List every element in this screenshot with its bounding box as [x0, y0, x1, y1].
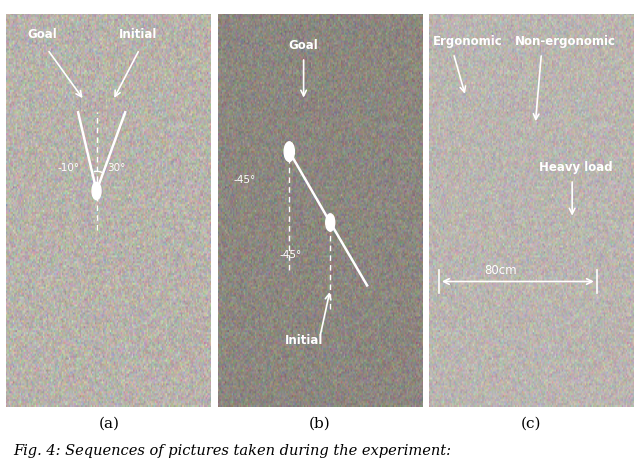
Circle shape — [284, 142, 294, 162]
Text: -45°: -45° — [279, 250, 301, 260]
Text: Heavy load: Heavy load — [540, 161, 613, 174]
Text: Initial: Initial — [284, 334, 323, 347]
Text: Initial: Initial — [119, 27, 157, 40]
Text: -45°: -45° — [234, 175, 256, 185]
Text: -10°: -10° — [58, 163, 80, 173]
Text: Non-ergonomic: Non-ergonomic — [515, 35, 616, 48]
Text: Ergonomic: Ergonomic — [433, 35, 502, 48]
Text: 80cm: 80cm — [484, 263, 516, 276]
Circle shape — [92, 182, 101, 200]
Text: (c): (c) — [521, 417, 541, 431]
Text: 30°: 30° — [107, 163, 125, 173]
Text: Goal: Goal — [27, 27, 56, 40]
Text: Fig. 4: Sequences of pictures taken during the experiment:: Fig. 4: Sequences of pictures taken duri… — [13, 444, 451, 458]
Text: (b): (b) — [309, 417, 331, 431]
Text: (a): (a) — [99, 417, 119, 431]
Text: Goal: Goal — [289, 39, 319, 52]
Circle shape — [326, 214, 335, 231]
